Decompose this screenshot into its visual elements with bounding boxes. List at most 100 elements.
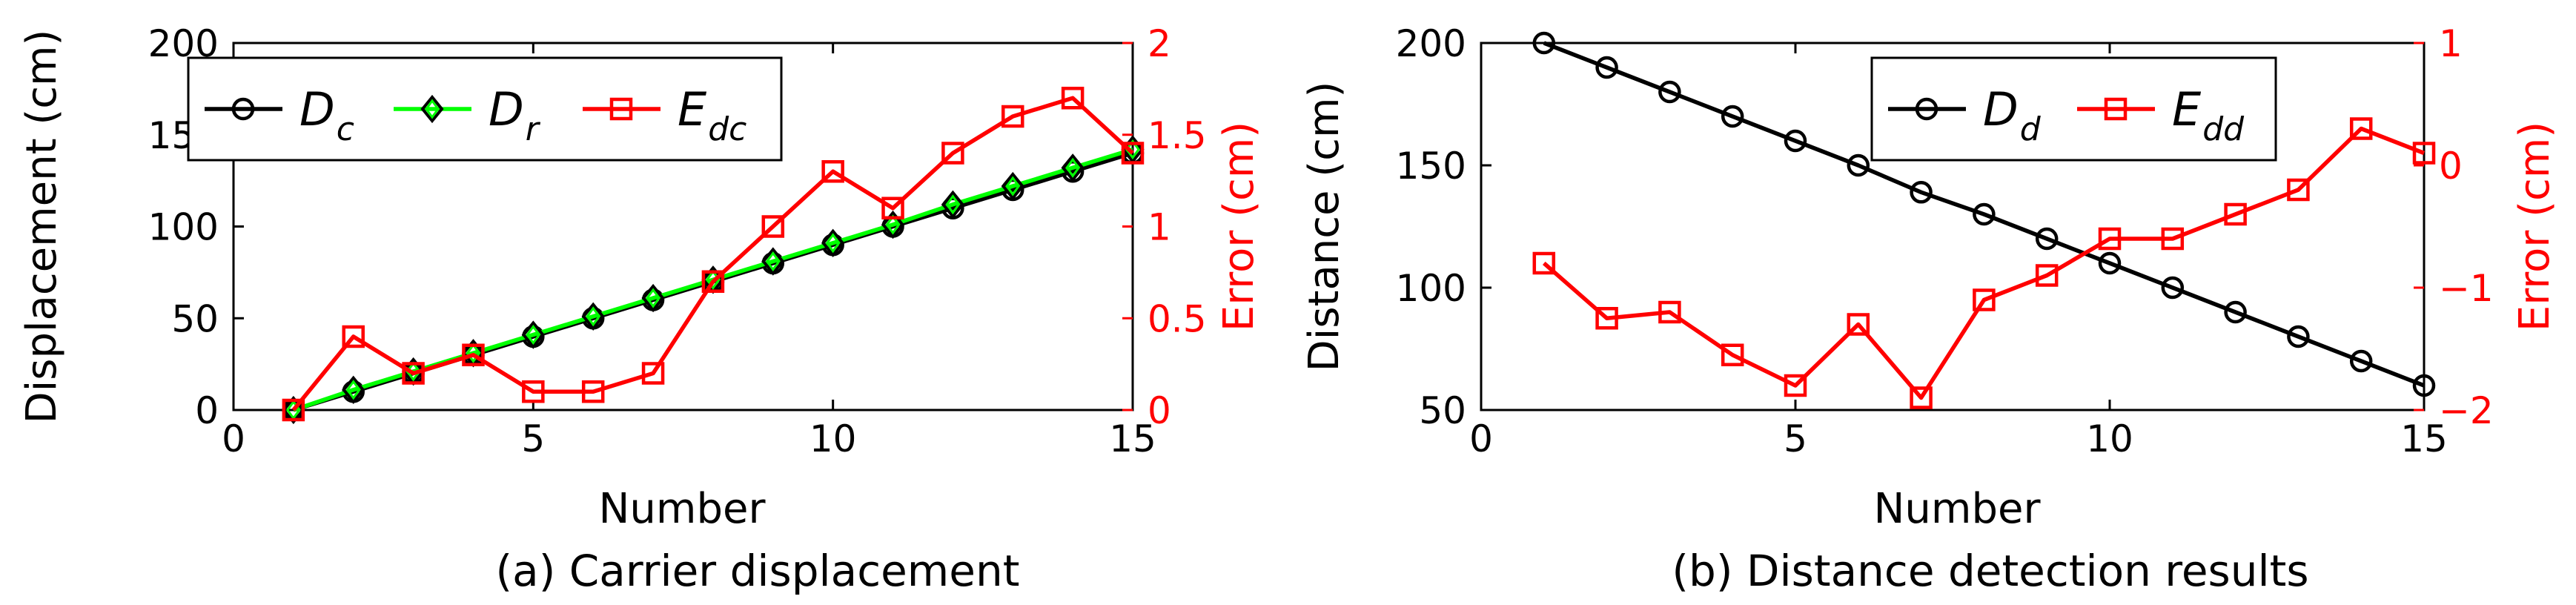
- data-point-inner: [1005, 176, 1021, 196]
- data-point: [522, 380, 545, 403]
- legend-marker: [231, 97, 255, 121]
- data-point: [1784, 374, 1807, 397]
- legend-label-main: E: [678, 82, 707, 136]
- y-tick-label: 50: [1419, 389, 1466, 432]
- y-right-tick-label: −2: [2439, 389, 2494, 432]
- series-d-d: [1532, 31, 2436, 397]
- data-point: [701, 270, 725, 293]
- legend-label: Dr: [489, 82, 541, 148]
- data-point: [342, 325, 365, 348]
- data-point-inner: [526, 324, 541, 346]
- data-point: [2224, 202, 2247, 226]
- data-point: [761, 247, 785, 276]
- legend-marker-inner: [425, 99, 440, 119]
- data-point: [1847, 153, 1870, 177]
- data-point: [282, 395, 305, 425]
- data-point: [2287, 178, 2310, 202]
- plot-area-frame: [1480, 42, 2426, 411]
- data-point: [881, 210, 905, 239]
- data-point: [821, 160, 844, 183]
- x-tick-label: 5: [1784, 417, 1807, 460]
- legend-item-e-dc: Edc: [583, 82, 746, 148]
- legend-label: Edc: [678, 82, 746, 148]
- data-point: [2035, 227, 2059, 251]
- x-tick-label: 5: [521, 417, 545, 460]
- data-point: [1784, 129, 1807, 153]
- data-point-inner: [945, 194, 961, 215]
- legend-item-d-c: Dc: [205, 82, 354, 148]
- data-point: [1121, 142, 1145, 165]
- x-tick-label: 15: [2400, 417, 2448, 460]
- y-right-axis-label: Error (cm): [2511, 122, 2559, 331]
- y-tick-label: 100: [148, 206, 219, 249]
- x-tick-label: 15: [1109, 417, 1156, 460]
- data-point: [581, 302, 605, 331]
- data-point: [1721, 105, 1744, 128]
- legend-label-subscript: d: [2020, 110, 2042, 148]
- data-point: [1595, 56, 1618, 79]
- data-point-inner: [466, 343, 481, 363]
- chart-caption: (b) Distance detection results: [1672, 546, 2308, 596]
- data-point: [1973, 288, 1996, 311]
- x-tick-label: 0: [222, 417, 245, 460]
- data-point: [581, 380, 605, 403]
- x-tick-label: 10: [2086, 417, 2133, 460]
- y-tick-label: 0: [195, 389, 219, 432]
- y-right-tick-label: 0.5: [1148, 297, 1207, 340]
- data-point: [402, 362, 425, 385]
- legend-item-e-dd: Edd: [2077, 82, 2245, 148]
- legend-marker: [609, 97, 633, 121]
- chart-panel-b: 0 5 10 15 50 100 150 200 −2 −1 0 1 Number Distance (c…: [1300, 22, 2559, 596]
- legend-label-subscript: r: [526, 110, 541, 148]
- data-point: [2412, 374, 2436, 397]
- data-point: [2161, 227, 2185, 251]
- y-axis-label: Distance (cm): [1300, 82, 1348, 372]
- data-point: [2224, 300, 2247, 324]
- series-e-dc: [282, 87, 1145, 422]
- data-point: [1721, 343, 1744, 366]
- data-point-inner: [345, 380, 361, 400]
- data-point: [1001, 171, 1024, 201]
- data-point: [2098, 227, 2122, 251]
- data-point: [1847, 313, 1870, 336]
- legend-box: [187, 56, 783, 162]
- data-point: [641, 283, 665, 313]
- y-tick-label: 200: [1396, 22, 1466, 65]
- legend-label: Dd: [1983, 82, 2042, 148]
- legend-label: Dc: [299, 82, 354, 148]
- x-axis-label: Number: [1874, 485, 2042, 533]
- legend-label: Edd: [2172, 82, 2245, 148]
- data-point: [282, 398, 305, 422]
- data-point-inner: [586, 306, 601, 327]
- data-point: [2287, 325, 2310, 348]
- data-point: [1658, 80, 1681, 104]
- data-point: [462, 343, 485, 366]
- data-point: [1001, 105, 1024, 128]
- data-point: [761, 215, 785, 238]
- data-point: [1061, 153, 1085, 182]
- data-point: [881, 196, 904, 219]
- y-right-tick-label: 1: [2439, 22, 2463, 65]
- data-point: [2161, 276, 2185, 300]
- legend-label-main: D: [299, 82, 335, 136]
- y-right-tick-label: 1.5: [1148, 114, 1207, 157]
- data-point: [2035, 264, 2059, 287]
- legend-label-main: D: [489, 82, 524, 136]
- data-point: [2098, 251, 2122, 275]
- y-right-tick-label: 0: [1148, 389, 1171, 432]
- legend-label-subscript: dd: [2202, 110, 2245, 148]
- data-point: [941, 142, 964, 165]
- data-point: [1532, 31, 1556, 55]
- legend-label-subscript: dc: [708, 110, 746, 148]
- data-point: [2412, 142, 2436, 165]
- legend-marker: [420, 94, 444, 124]
- y-right-tick-label: 0: [2439, 145, 2463, 188]
- series-line: [291, 96, 1134, 411]
- data-point: [521, 320, 545, 349]
- data-point-inner: [885, 214, 901, 235]
- x-tick-label: 10: [809, 417, 857, 460]
- data-point: [342, 375, 365, 404]
- legend-b: Dd Edd: [1870, 56, 2277, 162]
- data-point: [941, 190, 964, 219]
